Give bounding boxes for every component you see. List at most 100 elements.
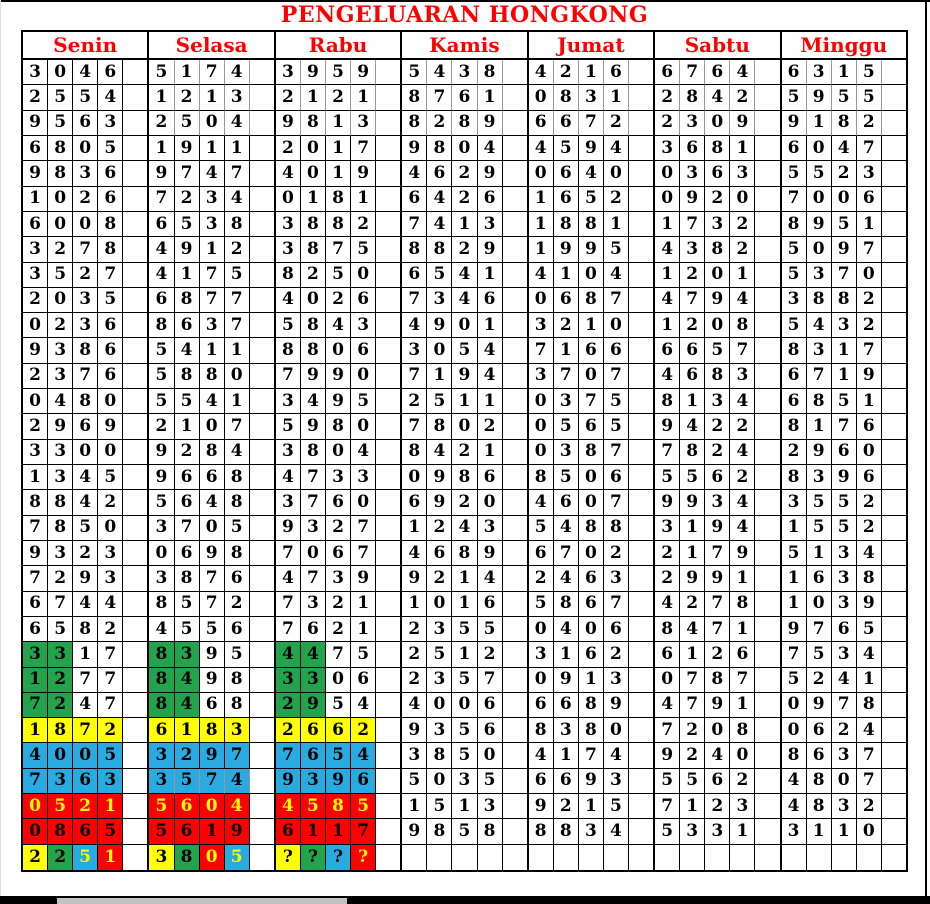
day-block-kamis: Kamis 5 4 3 8 8 7 6 1 8 2 8 9 9 8 0 4 4 6 2 9 6 4 2 6 7 4 1 3 8 8 2 9 6 5 4…	[402, 32, 529, 870]
spacer-cell	[249, 592, 274, 617]
digit-cell: 7	[351, 819, 377, 845]
digit-cell: 3	[402, 743, 428, 769]
digit-cell: 8	[149, 692, 175, 719]
digit-cell: 1	[730, 692, 756, 719]
digit-cell: 3	[149, 768, 175, 795]
digit-cell: 0	[705, 262, 731, 288]
digit-cell: 9	[351, 566, 377, 592]
digit-cell: 6	[174, 540, 200, 567]
digit-cell: 9	[199, 540, 225, 567]
digit-cell: 4	[452, 515, 478, 541]
digit-cell: 1	[655, 313, 681, 339]
digit-cell: 3	[300, 591, 326, 617]
digit-cell: 4	[528, 60, 554, 86]
spacer-cell	[629, 60, 654, 86]
digit-cell: 3	[781, 490, 807, 516]
digit-cell: 0	[326, 667, 352, 693]
digit-cell: 0	[326, 439, 352, 465]
digit-cell: 7	[680, 692, 706, 719]
digit-cell: 7	[831, 414, 857, 440]
digit-cell: 5	[48, 110, 74, 136]
digit-cell: 3	[680, 110, 706, 136]
digit-cell: 6	[73, 768, 99, 795]
digit-cell: 9	[477, 540, 503, 567]
digit-cell: 8	[326, 211, 352, 238]
spacer-cell	[249, 642, 274, 668]
spacer-cell	[881, 187, 906, 212]
digit-cell: 0	[300, 161, 326, 187]
digit-cell: 8	[149, 591, 175, 617]
digit-cell: 6	[655, 338, 681, 364]
digit-cell: 1	[452, 642, 478, 668]
digit-cell: 9	[351, 60, 377, 86]
spacer-cell	[629, 389, 654, 415]
digit-cell: 4	[806, 313, 832, 339]
digit-cell	[478, 844, 503, 870]
digit-cell: 6	[23, 616, 49, 643]
digit-cell: 7	[73, 718, 99, 744]
spacer-cell	[502, 212, 527, 238]
digit-cell: 9	[477, 237, 503, 263]
digit-cell: 4	[427, 439, 453, 465]
digit-cell: 6	[781, 363, 807, 390]
digit-cell: 5	[781, 262, 807, 288]
digit-cell: 4	[781, 768, 807, 795]
digit-cell: 9	[23, 338, 49, 364]
digit-cell: 4	[730, 60, 756, 86]
digit-cell: 4	[224, 60, 250, 86]
digit-cell: 4	[402, 161, 428, 187]
digit-cell: 7	[351, 515, 377, 541]
digit-cell: 0	[199, 844, 225, 870]
digit-cell: 0	[300, 540, 326, 567]
digit-cell: 3	[275, 60, 301, 86]
digit-cell: 4	[326, 313, 352, 339]
digit-cell: 2	[856, 287, 882, 314]
spacer-cell	[755, 516, 780, 541]
digit-cell: 3	[427, 616, 453, 643]
digit-cell: 4	[427, 186, 453, 212]
digit-cell: 0	[427, 591, 453, 617]
digit-cell: 4	[477, 135, 503, 162]
digit-cell: 5	[149, 363, 175, 390]
digit-cell: 2	[326, 515, 352, 541]
digit-cell: 5	[48, 85, 74, 111]
digit-cell: 3	[655, 135, 681, 162]
digit-cell: 8	[477, 819, 503, 845]
digit-cell: 4	[73, 692, 99, 719]
digit-cell: 8	[402, 85, 428, 111]
digit-cell: 5	[452, 667, 478, 693]
digit-cell: 6	[300, 743, 326, 769]
digit-cell: 7	[275, 743, 301, 769]
spacer-cell	[249, 743, 274, 769]
digit-cell: 1	[528, 186, 554, 212]
spacer-cell	[755, 566, 780, 592]
digit-cell: 3	[98, 540, 124, 567]
digit-cell: 6	[528, 540, 554, 567]
digit-cell: 9	[427, 313, 453, 339]
spacer-cell	[755, 769, 780, 795]
digit-cell: 2	[603, 110, 629, 136]
spacer-cell	[881, 693, 906, 719]
digit-cell: 4	[224, 186, 250, 212]
digit-cell: 8	[806, 794, 832, 820]
digit-cell: 8	[705, 667, 731, 693]
digit-cell: 0	[23, 794, 49, 820]
